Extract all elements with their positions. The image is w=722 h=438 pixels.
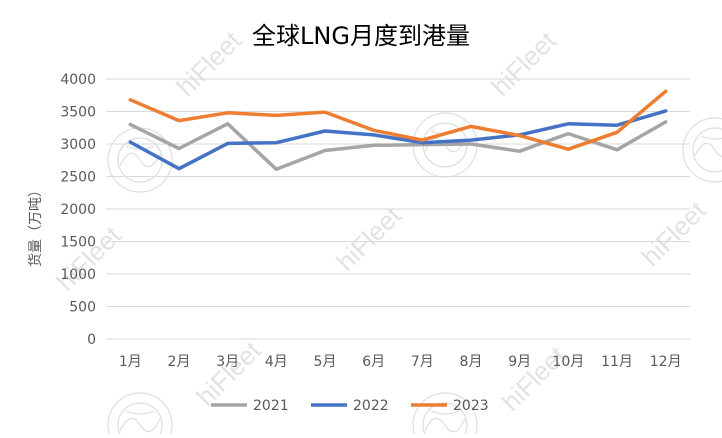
x-axis-ticks: 1月 2月 3月 4月 5月 6月 7月 8月 9月 10月 11月 12月 <box>119 354 682 370</box>
legend-item-2023: 2023 <box>411 398 489 414</box>
y-tick-label: 2000 <box>60 202 96 218</box>
x-tick-label: 7月 <box>411 354 434 370</box>
y-tick-label: 1500 <box>60 235 96 251</box>
watermark-text: hiFleet <box>485 25 562 102</box>
y-tick-label: 4000 <box>60 72 96 88</box>
x-tick-label: 9月 <box>508 354 531 370</box>
watermark-text: hiFleet <box>330 200 407 277</box>
y-tick-label: 3000 <box>60 137 96 153</box>
legend-label: 2021 <box>253 398 289 414</box>
y-axis-ticks: 0 500 1000 1500 2000 2500 3000 3500 4000 <box>60 72 96 348</box>
series-line-2021 <box>128 120 668 172</box>
watermark-text: hiFleet <box>635 195 712 272</box>
y-tick-label: 2500 <box>60 170 96 186</box>
chart-title: 全球LNG月度到港量 <box>252 22 470 50</box>
series-line-2022 <box>128 109 668 171</box>
y-tick-label: 1000 <box>60 267 96 283</box>
y-tick-label: 3500 <box>60 105 96 121</box>
x-tick-label: 2月 <box>168 354 191 370</box>
y-tick-label: 500 <box>69 300 96 316</box>
x-tick-label: 11月 <box>601 354 633 370</box>
x-tick-label: 12月 <box>650 354 682 370</box>
legend-item-2022: 2022 <box>311 398 389 414</box>
y-axis-title: 货量（万吨） <box>27 183 44 267</box>
dragon-seal-icon <box>107 392 173 438</box>
y-tick-label: 0 <box>87 332 96 348</box>
watermark-text: hiFleet <box>50 220 127 297</box>
legend: 2021 2022 2023 <box>211 398 489 414</box>
legend-label: 2022 <box>353 398 389 414</box>
x-tick-label: 8月 <box>460 354 483 370</box>
x-tick-label: 10月 <box>552 354 584 370</box>
watermark-text: hiFleet <box>170 25 247 102</box>
series-line-2023 <box>128 89 668 151</box>
x-tick-label: 1月 <box>119 354 142 370</box>
x-tick-label: 6月 <box>362 354 385 370</box>
series-lines <box>128 89 668 172</box>
dragon-seal-icon <box>682 117 722 183</box>
watermark-layer: hiFleet hiFleet hiFleet hiFleet hiFleet hiFle… <box>50 25 722 438</box>
dragon-seal-icon <box>412 392 478 438</box>
legend-label: 2023 <box>453 398 489 414</box>
x-tick-label: 5月 <box>314 354 337 370</box>
legend-item-2021: 2021 <box>211 398 289 414</box>
x-tick-label: 4月 <box>265 354 288 370</box>
watermark-text: hiFleet <box>495 340 572 417</box>
x-tick-label: 3月 <box>216 354 239 370</box>
